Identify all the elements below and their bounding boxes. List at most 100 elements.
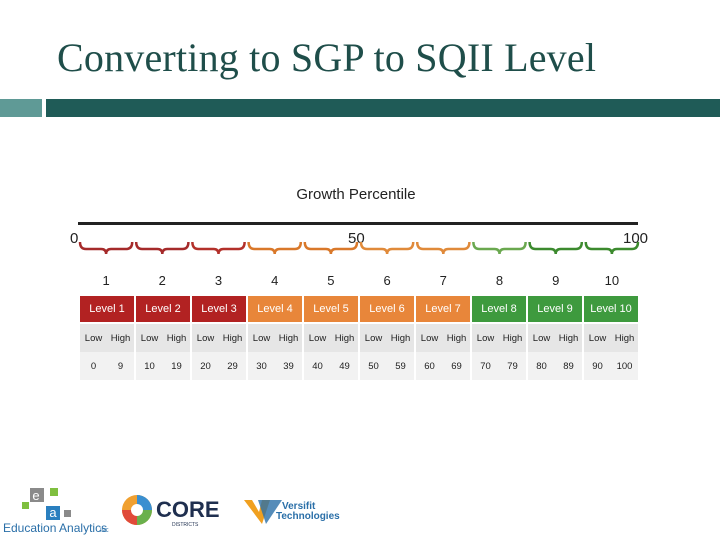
- low-high-cell-4: Low High: [248, 324, 302, 352]
- low-high-cell-8: Low High: [472, 324, 526, 352]
- value-cell-10: 90 100: [584, 352, 638, 380]
- high-value: 9: [117, 360, 124, 372]
- core-logo-text: CORE: [156, 497, 220, 522]
- level-cell-7: Level 7: [416, 296, 470, 322]
- high-value: 79: [507, 360, 518, 372]
- level-cell-1: Level 1: [80, 296, 134, 322]
- level-cell-9: Level 9: [528, 296, 582, 322]
- high-value: 39: [283, 360, 294, 372]
- high-value: 19: [171, 360, 182, 372]
- level-cell-8: Level 8: [472, 296, 526, 322]
- high-label: High: [166, 332, 187, 344]
- scale-min-label: 0: [70, 230, 79, 247]
- bracket-number-3: 3: [215, 273, 222, 288]
- high-label: High: [558, 332, 579, 344]
- high-value: 69: [451, 360, 462, 372]
- low-label: Low: [84, 332, 103, 344]
- high-value: 49: [339, 360, 350, 372]
- value-cell-3: 20 29: [192, 352, 246, 380]
- bracket-number-1: 1: [102, 273, 109, 288]
- core-districts-logo: CORE DISTRICTS: [122, 495, 220, 528]
- low-value: 80: [536, 360, 547, 372]
- low-high-cell-5: Low High: [304, 324, 358, 352]
- level-cell-4: Level 4: [248, 296, 302, 322]
- scale-title: Growth Percentile: [296, 186, 416, 203]
- bracket-number-7: 7: [440, 273, 447, 288]
- bracket-6: [359, 241, 415, 255]
- title-rule-accent: [0, 99, 42, 117]
- level-cell-5: Level 5: [304, 296, 358, 322]
- low-label: Low: [588, 332, 607, 344]
- versifit-logo-line1: Versifit: [282, 501, 316, 512]
- low-value: 20: [200, 360, 211, 372]
- low-high-cell-10: Low High: [584, 324, 638, 352]
- slide-title: Converting to SGP to SQII Level: [57, 35, 597, 80]
- bracket-8: [472, 241, 527, 255]
- svg-text:a: a: [49, 505, 57, 520]
- versifit-logo: Versifit Technologies: [244, 500, 340, 524]
- level-cell-10: Level 10: [584, 296, 638, 322]
- bracket-number-10: 10: [605, 273, 619, 288]
- core-logo-sub: DISTRICTS: [172, 522, 199, 528]
- high-value: 29: [227, 360, 238, 372]
- bracket-number-2: 2: [159, 273, 166, 288]
- bracket-1: [78, 241, 134, 255]
- low-high-cell-2: Low High: [136, 324, 190, 352]
- high-label: High: [446, 332, 467, 344]
- low-label: Low: [420, 332, 439, 344]
- bracket-diagram: 1 2 3 4 5 6 7 8 9 10: [78, 241, 640, 288]
- bracket-number-4: 4: [271, 273, 278, 288]
- high-value: 100: [616, 360, 633, 372]
- low-value: 60: [424, 360, 435, 372]
- percentile-value-row: 0 9 10 19 20 29 30 39 40 49 50 59 60 69 70 79 80 89 90 100: [80, 352, 638, 380]
- value-cell-6: 50 59: [360, 352, 414, 380]
- low-value: 10: [144, 360, 155, 372]
- level-cell-2: Level 2: [136, 296, 190, 322]
- bracket-number-8: 8: [496, 273, 503, 288]
- high-label: High: [222, 332, 243, 344]
- high-label: High: [614, 332, 635, 344]
- high-value: 59: [395, 360, 406, 372]
- low-label: Low: [196, 332, 215, 344]
- level-cell-6: Level 6: [360, 296, 414, 322]
- low-label: Low: [308, 332, 327, 344]
- level-cell-3: Level 3: [192, 296, 246, 322]
- value-cell-2: 10 19: [136, 352, 190, 380]
- bracket-number-6: 6: [383, 273, 390, 288]
- low-high-cell-6: Low High: [360, 324, 414, 352]
- level-row: Level 1 Level 2 Level 3 Level 4 Level 5 Level…: [80, 296, 638, 322]
- low-high-cell-7: Low High: [416, 324, 470, 352]
- high-label: High: [334, 332, 355, 344]
- high-label: High: [502, 332, 523, 344]
- low-value: 0: [90, 360, 97, 372]
- bracket-2: [134, 241, 190, 255]
- scale-max-label: 100: [623, 230, 649, 247]
- bracket-7: [415, 241, 471, 255]
- low-value: 70: [480, 360, 491, 372]
- value-cell-9: 80 89: [528, 352, 582, 380]
- low-label: Low: [140, 332, 159, 344]
- low-value: 30: [256, 360, 267, 372]
- education-analytics-logo: e a Education Analytics INC: [3, 488, 109, 535]
- ea-logo-suffix: INC: [100, 528, 109, 534]
- low-value: 50: [368, 360, 379, 372]
- versifit-logo-line2: Technologies: [276, 511, 340, 522]
- low-high-cell-3: Low High: [192, 324, 246, 352]
- ea-logo-text: Education Analytics: [3, 521, 107, 535]
- svg-text:e: e: [32, 488, 39, 503]
- low-high-cell-1: Low High: [80, 324, 134, 352]
- high-label: High: [390, 332, 411, 344]
- low-label: Low: [476, 332, 495, 344]
- bracket-4: [247, 241, 303, 255]
- logo-strip: e a Education Analytics INC CORE DISTRIC…: [3, 488, 340, 535]
- percentile-scale-line: [78, 222, 638, 225]
- low-value: 90: [592, 360, 603, 372]
- title-rule-bar: [46, 99, 720, 117]
- level-table: Level 1 Level 2 Level 3 Level 4 Level 5 Level…: [78, 296, 640, 380]
- bracket-9: [528, 241, 584, 255]
- high-label: High: [110, 332, 131, 344]
- value-cell-7: 60 69: [416, 352, 470, 380]
- low-label: Low: [532, 332, 551, 344]
- bracket-3: [191, 241, 246, 255]
